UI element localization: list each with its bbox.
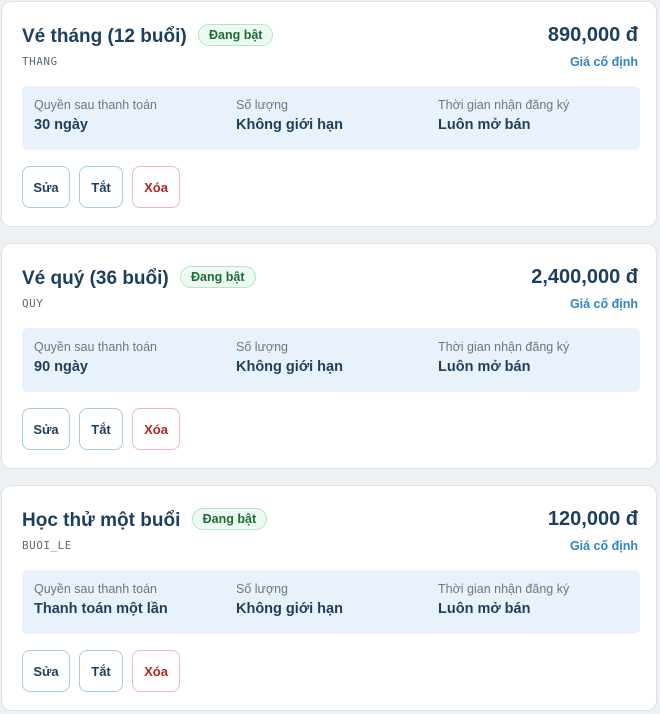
plan-price: 120,000 đ: [547, 508, 638, 530]
info-field-quantity: Số lượng Không giới hạn: [236, 582, 343, 617]
price-type: Giá cố định: [569, 297, 638, 311]
info-value: Luôn mở bán: [438, 117, 531, 133]
info-label: Số lượng: [236, 340, 289, 354]
plan-name: Vé quý (36 buổi): [22, 268, 169, 289]
info-label: Quyền sau thanh toán: [34, 582, 158, 596]
price-type: Giá cố định: [569, 55, 638, 69]
info-field-quantity: Số lượng Không giới hạn: [236, 98, 343, 133]
status-badge: Đang bật: [197, 24, 274, 46]
info-label: Số lượng: [236, 582, 289, 596]
info-field-registration-window: Thời gian nhận đăng ký Luôn mở bán: [438, 98, 569, 133]
plan-price: 2,400,000 đ: [531, 266, 638, 288]
info-value: Luôn mở bán: [438, 601, 531, 617]
status-badge: Đang bật: [180, 266, 256, 288]
plan-card: Vé tháng (12 buổi) Đang bật THANG 890,00…: [1, 1, 657, 227]
plan-price: 890,000 đ: [547, 24, 638, 46]
plan-title-row: Vé tháng (12 buổi) Đang bật: [22, 24, 274, 48]
info-field-entitlement: Quyền sau thanh toán 90 ngày: [34, 340, 157, 375]
info-value: Không giới hạn: [236, 601, 343, 617]
edit-button[interactable]: Sửa: [22, 408, 70, 450]
plan-title-row: Vé quý (36 buổi) Đang bật: [22, 266, 256, 290]
plan-code: THANG: [22, 55, 58, 68]
edit-button[interactable]: Sửa: [22, 166, 70, 208]
info-value: 90 ngày: [34, 359, 88, 375]
info-value: Không giới hạn: [236, 117, 343, 133]
price-type: Giá cố định: [569, 539, 638, 553]
info-label: Quyền sau thanh toán: [34, 340, 158, 354]
info-label: Thời gian nhận đăng ký: [438, 582, 570, 596]
plan-info-panel: Quyền sau thanh toán 30 ngày Số lượng Kh…: [22, 86, 640, 150]
info-field-quantity: Số lượng Không giới hạn: [236, 340, 343, 375]
plan-name: Học thử một buổi: [22, 510, 181, 531]
info-value: Thanh toán một lần: [34, 601, 168, 617]
info-label: Quyền sau thanh toán: [34, 98, 158, 112]
plan-card: Học thử một buổi Đang bật BUOI_LE 120,00…: [1, 485, 657, 711]
status-badge: Đang bật: [191, 508, 268, 530]
info-field-entitlement: Quyền sau thanh toán 30 ngày: [34, 98, 157, 133]
delete-button[interactable]: Xóa: [132, 166, 180, 208]
plan-title-row: Học thử một buổi Đang bật: [22, 508, 268, 532]
plan-code: BUOI_LE: [22, 539, 72, 552]
plan-info-panel: Quyền sau thanh toán 90 ngày Số lượng Kh…: [22, 328, 640, 392]
info-field-entitlement: Quyền sau thanh toán Thanh toán một lần: [34, 582, 168, 617]
toggle-off-button[interactable]: Tắt: [79, 408, 123, 450]
info-label: Số lượng: [236, 98, 289, 112]
edit-button[interactable]: Sửa: [22, 650, 70, 692]
plan-card: Vé quý (36 buổi) Đang bật QUY 2,400,000 …: [1, 243, 657, 469]
info-value: Không giới hạn: [236, 359, 343, 375]
toggle-off-button[interactable]: Tắt: [79, 650, 123, 692]
info-value: Luôn mở bán: [438, 359, 531, 375]
info-label: Thời gian nhận đăng ký: [438, 98, 570, 112]
plan-name: Vé tháng (12 buổi): [22, 26, 187, 47]
info-field-registration-window: Thời gian nhận đăng ký Luôn mở bán: [438, 582, 569, 617]
delete-button[interactable]: Xóa: [132, 650, 180, 692]
delete-button[interactable]: Xóa: [132, 408, 180, 450]
info-label: Thời gian nhận đăng ký: [438, 340, 570, 354]
toggle-off-button[interactable]: Tắt: [79, 166, 123, 208]
plan-info-panel: Quyền sau thanh toán Thanh toán một lần …: [22, 570, 640, 634]
info-value: 30 ngày: [34, 117, 88, 133]
plan-code: QUY: [22, 297, 44, 310]
info-field-registration-window: Thời gian nhận đăng ký Luôn mở bán: [438, 340, 569, 375]
